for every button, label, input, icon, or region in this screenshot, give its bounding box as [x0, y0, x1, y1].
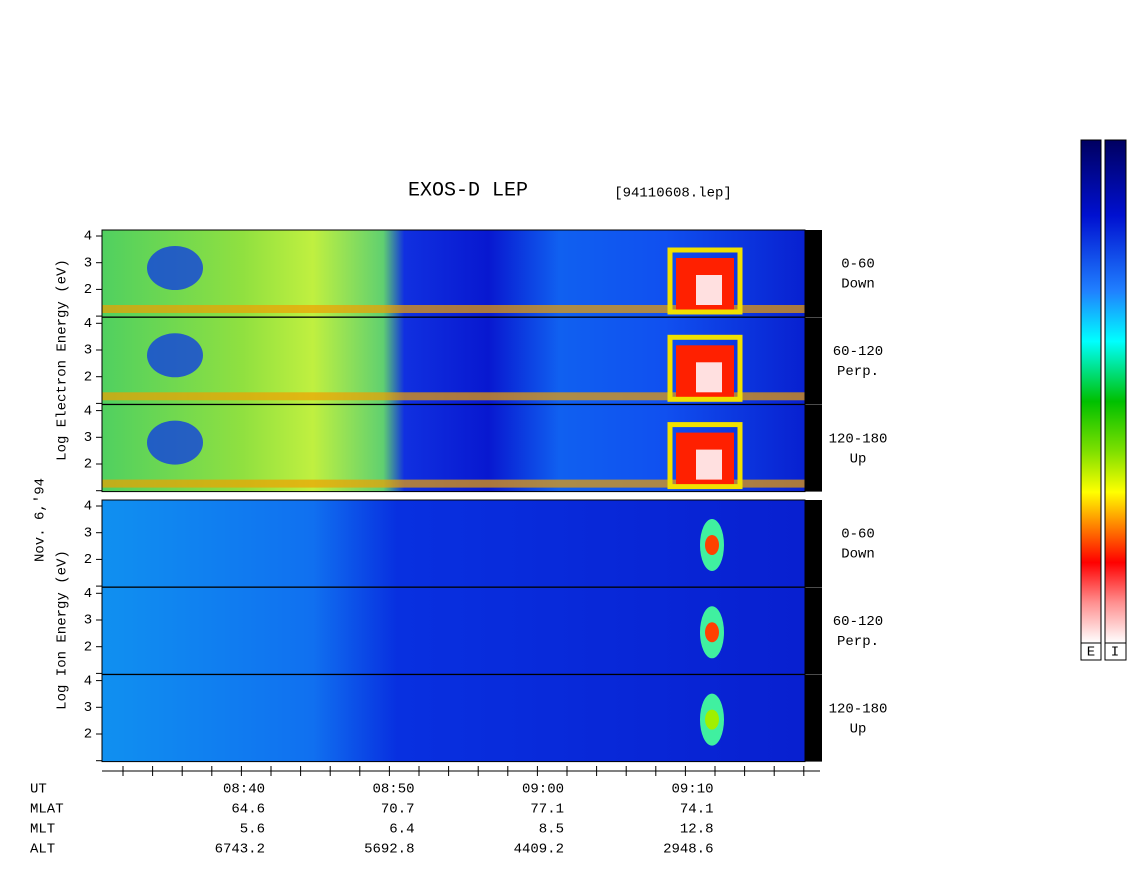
ephemeris-value: 09:10: [671, 782, 713, 798]
y-tick-label: 4: [84, 229, 92, 245]
ephemeris-value: 5.6: [240, 822, 265, 838]
colorbar: [1104, 139, 1127, 644]
ephemeris-value: 77.1: [530, 802, 564, 818]
data-gap: [805, 587, 822, 675]
hot-core: [696, 362, 722, 393]
y-tick-label: 4: [84, 499, 92, 515]
ephemeris-value: 2948.6: [663, 842, 713, 858]
row-label: MLT: [30, 822, 55, 838]
cold-patch: [147, 246, 203, 290]
y-tick-label: 4: [84, 403, 92, 419]
ion-core: [705, 535, 719, 555]
colorbar-label: I: [1111, 645, 1119, 661]
panel-frame: [101, 674, 806, 763]
row-label: UT: [30, 782, 47, 798]
colorbar: [1080, 139, 1102, 644]
pitch-direction: Up: [850, 721, 867, 737]
ephemeris-value: 8.5: [539, 822, 564, 838]
title: EXOS-D LEP: [408, 179, 528, 202]
y-tick-label: 2: [84, 552, 92, 568]
pitch-direction: Up: [850, 451, 867, 467]
pitch-direction: Down: [841, 547, 875, 563]
y-tick-label: 2: [84, 282, 92, 298]
ion-axis-label: Log Ion Energy (eV): [55, 550, 71, 710]
y-tick-label: 4: [84, 673, 92, 689]
y-tick-label: 2: [84, 457, 92, 473]
low-energy-band: [102, 392, 805, 401]
data-gap: [805, 674, 822, 762]
pitch-direction: Perp.: [837, 634, 879, 650]
data-gap: [805, 404, 822, 492]
ephemeris-value: 08:40: [223, 782, 265, 798]
data-gap: [805, 230, 822, 317]
spectrogram: [102, 587, 805, 675]
y-tick-label: 3: [84, 700, 92, 716]
panel-frame: [101, 404, 806, 493]
y-tick-label: 3: [84, 525, 92, 541]
ephemeris-value: 64.6: [231, 802, 265, 818]
colorbar-label: E: [1087, 645, 1095, 661]
y-tick-label: 2: [84, 727, 92, 743]
pitch-range: 60-120: [833, 614, 883, 630]
pitch-range: 0-60: [841, 527, 875, 543]
y-tick-label: 2: [84, 639, 92, 655]
data-gap: [805, 317, 822, 405]
ephemeris-value: 74.1: [680, 802, 714, 818]
pitch-range: 120-180: [829, 431, 888, 447]
y-tick-label: 4: [84, 316, 92, 332]
cold-patch: [147, 420, 203, 465]
ephemeris-value: 09:00: [522, 782, 564, 798]
pitch-direction: Down: [841, 277, 875, 293]
data-gap: [805, 500, 822, 587]
pitch-range: 120-180: [829, 701, 888, 717]
y-tick-label: 3: [84, 255, 92, 271]
pitch-direction: Perp.: [837, 364, 879, 380]
ephemeris-value: 4409.2: [514, 842, 564, 858]
halo: [667, 247, 743, 315]
pitch-range: 60-120: [833, 344, 883, 360]
ephemeris-value: 12.8: [680, 822, 714, 838]
colorbar-label-box: [1104, 642, 1127, 661]
ephemeris-value: 6743.2: [215, 842, 265, 858]
low-energy-band: [102, 479, 805, 488]
halo: [667, 422, 743, 490]
spectrogram: [102, 500, 805, 587]
y-tick-label: 4: [84, 586, 92, 602]
halo: [667, 334, 743, 402]
ephemeris-value: 08:50: [372, 782, 414, 798]
y-tick-label: 3: [84, 613, 92, 629]
ephemeris-value: 6.4: [389, 822, 414, 838]
row-label: MLAT: [30, 802, 64, 818]
electron-axis-label: Log Electron Energy (eV): [55, 259, 71, 461]
ephemeris-value: 5692.8: [364, 842, 414, 858]
spectrogram: [102, 674, 805, 762]
ion-core: [705, 709, 719, 730]
date-label: Nov. 6,'94: [33, 478, 49, 562]
row-label: ALT: [30, 842, 55, 858]
low-energy-band: [102, 305, 805, 313]
y-tick-label: 2: [84, 369, 92, 385]
pitch-range: 0-60: [841, 257, 875, 273]
cold-patch: [147, 333, 203, 378]
y-tick-label: 3: [84, 343, 92, 359]
ephemeris-value: 70.7: [381, 802, 415, 818]
file-name: [94110608.lep]: [614, 186, 732, 202]
colorbar-label-box: [1080, 642, 1102, 661]
ion-core: [705, 622, 719, 643]
y-tick-label: 3: [84, 430, 92, 446]
hot-core: [696, 449, 722, 480]
hot-core: [696, 275, 722, 305]
